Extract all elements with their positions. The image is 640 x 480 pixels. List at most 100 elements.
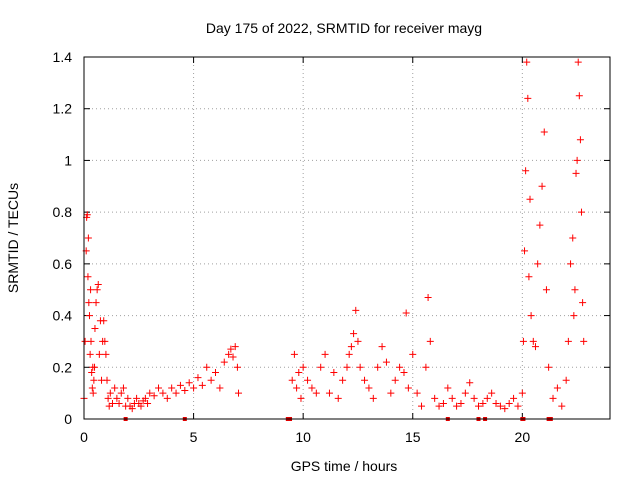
data-point [100, 317, 108, 325]
data-point [150, 392, 158, 400]
data-point [542, 286, 550, 294]
x-tick-labels: 0 5 10 15 20 [80, 429, 530, 445]
data-point [391, 376, 399, 384]
data-point [235, 389, 243, 397]
data-point [529, 337, 537, 345]
data-point [519, 337, 527, 345]
data-point [350, 330, 358, 338]
data-point [185, 379, 193, 387]
data-point [176, 381, 184, 389]
data-point [146, 389, 154, 397]
data-point [354, 337, 362, 345]
data-point [466, 379, 474, 387]
data-point [194, 374, 202, 382]
y-tick-label: 1.2 [53, 101, 73, 117]
data-point [431, 394, 439, 402]
data-point [579, 299, 587, 307]
y-axis-label: SRMTID / TECUs [5, 183, 21, 293]
data-point [163, 394, 171, 402]
data-point [345, 350, 353, 358]
data-point [374, 363, 382, 371]
data-point [575, 92, 583, 100]
data-point [87, 286, 95, 294]
data-point [111, 384, 119, 392]
data-point [378, 343, 386, 351]
data-point [84, 234, 92, 242]
data-point [361, 376, 369, 384]
data-point [521, 247, 529, 255]
y-tick-label: 1.4 [53, 49, 73, 65]
data-point [88, 384, 96, 392]
x-tick-label: 15 [405, 429, 421, 445]
data-point [312, 389, 320, 397]
data-point [92, 299, 100, 307]
data-point [317, 363, 325, 371]
data-point [400, 368, 408, 376]
data-point [545, 363, 553, 371]
data-point [89, 389, 97, 397]
data-point [567, 260, 575, 268]
data-point [299, 363, 307, 371]
y-tick-labels: 0 0.2 0.4 0.6 0.8 1 1.2 1.4 [53, 49, 73, 427]
data-point [334, 394, 342, 402]
data-point [190, 384, 198, 392]
x-tick-label: 5 [190, 429, 198, 445]
y-tick-label: 0 [64, 411, 72, 427]
x-tick-label: 20 [515, 429, 531, 445]
data-point [457, 399, 465, 407]
data-point [426, 337, 434, 345]
data-point [288, 376, 296, 384]
grid [84, 57, 610, 419]
data-point [91, 325, 99, 332]
data-point [290, 350, 298, 358]
data-point [571, 286, 579, 294]
x-tick-label: 10 [295, 429, 311, 445]
y-tick-label: 0.4 [53, 308, 73, 324]
data-point [128, 405, 136, 413]
data-point [87, 337, 95, 345]
data-point [510, 394, 518, 402]
data-point [155, 384, 163, 392]
data-point [402, 309, 410, 317]
data-point [492, 399, 500, 407]
data-point [424, 293, 432, 301]
data-point [470, 394, 478, 402]
data-point [220, 358, 228, 366]
data-point [453, 402, 461, 410]
data-point [198, 381, 206, 389]
data-point [365, 384, 373, 392]
data-point [88, 368, 96, 376]
data-point [84, 273, 92, 281]
data-point [580, 337, 588, 345]
data-point [527, 312, 535, 320]
y-tick-label: 0.8 [53, 204, 73, 220]
data-point [501, 405, 509, 413]
data-point [569, 234, 577, 242]
data-point [572, 169, 580, 177]
data-point [352, 306, 360, 314]
data-point [369, 394, 377, 402]
data-point [435, 402, 443, 410]
data-point [518, 389, 526, 397]
data-point [181, 387, 189, 395]
data-point [396, 363, 404, 371]
y-tick-label: 0.2 [53, 359, 73, 375]
data-point [479, 399, 487, 407]
data-point [387, 389, 395, 397]
data-point [168, 384, 176, 392]
x-tick-label: 0 [80, 429, 88, 445]
data-point [94, 281, 102, 289]
data-point [475, 402, 482, 410]
data-point [526, 195, 534, 203]
data-point [413, 389, 421, 397]
data-point [321, 350, 329, 358]
data-point [325, 389, 333, 397]
plot-frame [83, 56, 611, 420]
data-point [496, 402, 504, 410]
data-point [549, 394, 557, 402]
data-point [461, 389, 469, 397]
x-axis-label: GPS time / hours [291, 458, 398, 474]
data-point [540, 128, 548, 136]
data-points [80, 58, 588, 413]
